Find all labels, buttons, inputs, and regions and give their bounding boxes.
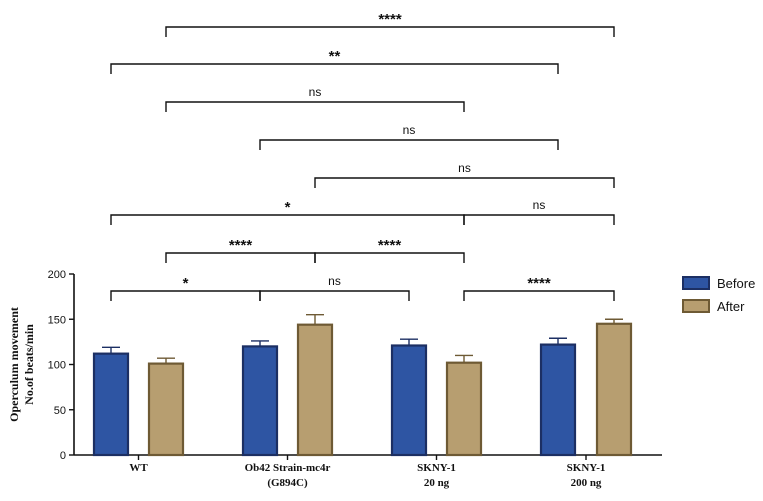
significance-bracket <box>110 214 465 225</box>
bar-before <box>92 352 130 457</box>
legend-swatch-after <box>682 299 710 313</box>
significance-label: **** <box>378 237 402 254</box>
significance-bracket <box>314 252 465 263</box>
y-axis-label: No.of beats/min <box>22 324 36 405</box>
bar-after <box>595 322 633 457</box>
x-tick-label: WT <box>129 462 148 474</box>
y-axis-label: Operculum movement <box>7 307 21 422</box>
x-tick-label: SKNY-1 <box>417 462 456 474</box>
significance-label: ns <box>328 274 341 288</box>
legend-label: Before <box>717 276 755 291</box>
bar-before <box>390 344 428 457</box>
y-tick-label: 200 <box>48 269 66 281</box>
significance-bracket <box>110 63 559 74</box>
bar-before <box>241 345 279 457</box>
significance-bracket <box>259 139 559 150</box>
significance-label: ns <box>403 123 416 137</box>
significance-label: ** <box>329 48 341 65</box>
significance-label: ns <box>533 198 546 212</box>
significance-bracket <box>463 214 615 225</box>
significance-label: **** <box>378 11 402 28</box>
y-tick-label: 150 <box>48 314 66 326</box>
bar-before <box>539 343 577 457</box>
significance-label: ns <box>458 161 471 175</box>
legend-label: After <box>717 299 745 314</box>
y-tick-label: 100 <box>48 360 66 372</box>
significance-bracket <box>110 290 261 301</box>
significance-bracket <box>463 290 615 301</box>
significance-label: * <box>285 199 291 216</box>
bar-after <box>445 361 483 457</box>
significance-label: ns <box>309 85 322 99</box>
significance-bracket <box>314 177 615 188</box>
significance-bracket <box>165 101 465 112</box>
bar-after <box>147 362 185 457</box>
y-tick-label: 0 <box>60 450 66 462</box>
significance-label: **** <box>229 237 253 254</box>
x-tick-label: (G894C) <box>267 477 308 489</box>
significance-label: **** <box>527 275 551 292</box>
significance-bracket <box>165 26 615 37</box>
significance-label: * <box>183 275 189 292</box>
y-tick-label: 50 <box>54 405 66 417</box>
significance-bracket <box>165 252 316 263</box>
x-tick-label: 200 ng <box>571 477 602 489</box>
bar-after <box>296 323 334 457</box>
legend-swatch-before <box>682 276 710 290</box>
significance-bracket <box>259 290 410 301</box>
x-tick-label: Ob42 Strain-mc4r <box>245 462 331 474</box>
x-tick-label: SKNY-1 <box>567 462 606 474</box>
x-tick-label: 20 ng <box>424 477 450 489</box>
